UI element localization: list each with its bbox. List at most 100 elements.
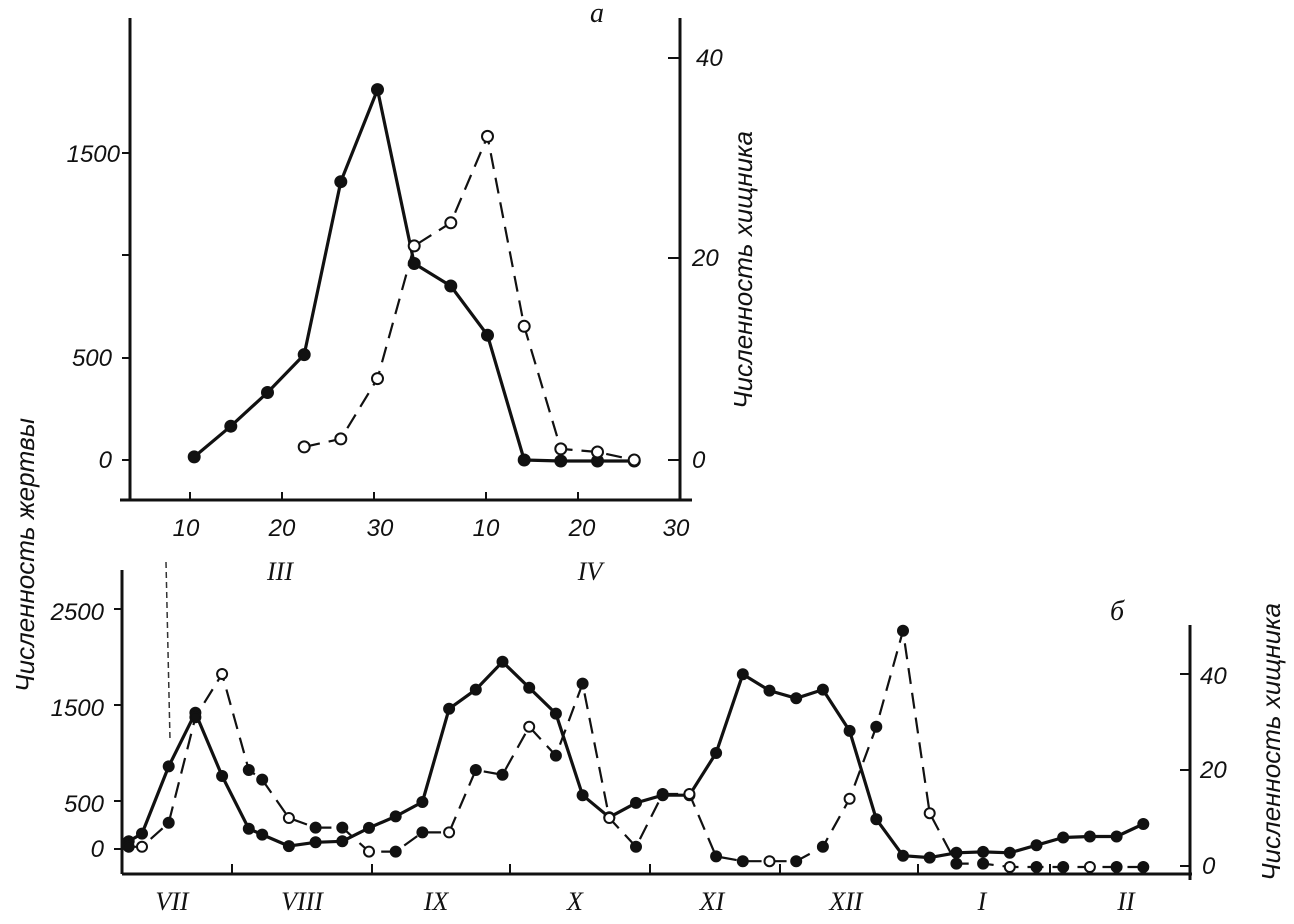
panel-b-predator-point <box>816 840 829 853</box>
panel-b-predator-point <box>242 764 255 776</box>
panel-b-month-label: XI <box>699 887 726 916</box>
panel-b-prey-point <box>496 655 509 668</box>
panel-b-predator-point <box>576 677 589 690</box>
panel-a-prey-point <box>261 386 274 399</box>
panel-a-plot-area <box>187 83 641 468</box>
panel-a-x-tick-label: 30 <box>367 515 394 542</box>
panel-b-predator-point <box>523 720 536 733</box>
panel-b-prey-point <box>950 846 963 859</box>
panel-a-prey-line <box>193 87 635 463</box>
panel-b-prey-point <box>523 681 536 694</box>
panel-b-predator-point <box>549 749 562 762</box>
panel-b-month-label: IX <box>423 887 450 916</box>
panel-b-predator-point <box>1137 861 1150 873</box>
panel-b-right-tick-label: 0 <box>1202 853 1216 880</box>
panel-b-predator-point <box>363 845 375 858</box>
panel-b-prey-point <box>576 789 589 802</box>
panel-b-prey-point <box>710 747 723 759</box>
panel-b-prey-point <box>1110 830 1123 843</box>
panel-b-predator-point <box>683 788 696 800</box>
panel-a-predator-point <box>334 432 348 446</box>
panel-b: б 0 500 1500 2500 0 20 40 <box>50 561 1286 916</box>
panel-b-prey-point <box>443 702 456 715</box>
panel-a-left-tick-label: 0 <box>99 447 113 474</box>
panel-b-prey-point <box>242 822 255 835</box>
panel-a-predator-point <box>407 239 421 253</box>
panel-a-left-tick-label: 500 <box>72 345 113 372</box>
panel-b-label: б <box>1110 596 1125 627</box>
panel-a-predator-point <box>517 319 531 333</box>
panel-a-right-tick-label: 20 <box>691 245 719 272</box>
panel-b-predator-point <box>1110 861 1123 873</box>
panel-b-predator-point <box>790 855 803 868</box>
panel-b-right-axis-title: Численность хищника <box>1256 603 1286 881</box>
panel-a-x-tick-label: 10 <box>173 515 200 542</box>
panel-a-predator-line <box>303 135 635 462</box>
panel-b-predator-point <box>630 840 642 853</box>
panel-a-right-tick-label: 40 <box>696 45 723 72</box>
panel-b-prey-point <box>816 683 829 696</box>
panel-b-month-label: VII <box>155 887 190 916</box>
panel-a-prey-point <box>517 453 531 467</box>
panel-b-prey-point <box>216 770 229 782</box>
panel-a-predator-point <box>297 440 311 454</box>
panel-b-predator-point <box>336 821 349 834</box>
panel-a-prey-point <box>224 419 238 433</box>
panel-b-predator-point <box>923 807 936 820</box>
panel-a: а 0 500 1500 0 20 40 10 20 30 10 20 30 <box>67 0 758 586</box>
panel-b-prey-point <box>843 724 856 737</box>
panel-a-predator-point <box>554 442 568 456</box>
panel-b-predator-point <box>736 855 749 868</box>
panel-b-predator-point <box>122 840 135 853</box>
panel-a-x-tick-label: 30 <box>663 515 690 542</box>
panel-a-right-axis-title: Численность хищника <box>728 131 758 409</box>
panel-b-predator-point <box>1030 861 1043 873</box>
panel-b-prey-point <box>416 796 429 808</box>
panel-b-month-label: XII <box>828 887 864 916</box>
panel-b-predator-point <box>216 668 229 680</box>
panel-a-x-tick-label: 10 <box>473 515 500 542</box>
panel-b-predator-point <box>469 764 482 776</box>
panel-b-predator-point <box>950 857 963 870</box>
panel-b-prey-point <box>363 821 375 834</box>
panel-b-left-tick-label: 1500 <box>51 695 105 722</box>
panel-b-month-label: X <box>566 887 584 916</box>
panel-b-right-tick-label: 40 <box>1200 663 1227 690</box>
panel-a-right-tick-label: 0 <box>692 447 706 474</box>
panel-b-prey-point <box>1003 846 1016 859</box>
panel-b-predator-point <box>1003 861 1016 873</box>
panel-a-predator-point <box>444 216 458 230</box>
panel-b-predator-point <box>496 768 509 781</box>
panel-a-x-tick-label: 20 <box>568 515 596 542</box>
panel-b-predator-point <box>282 812 295 824</box>
panel-b-predator-point <box>309 821 322 834</box>
panel-b-prey-point <box>469 683 482 696</box>
panel-a-month-label: IV <box>577 557 606 586</box>
panel-b-predator-point <box>763 855 776 868</box>
panel-b-predator-point <box>162 816 175 829</box>
panel-b-prey-point <box>1137 818 1150 830</box>
panel-b-right-tick-label: 20 <box>1199 757 1227 784</box>
panel-b-predator-point <box>256 773 269 786</box>
panel-b-month-label: VIII <box>281 887 324 916</box>
panel-b-predator-point <box>897 624 909 637</box>
panel-a-predator-point <box>627 453 641 467</box>
prey-axis-title: Численность жертвы <box>10 418 40 692</box>
panel-b-prey-point <box>256 828 269 841</box>
panel-b-predator-point <box>977 857 990 870</box>
panel-b-month-label: I <box>977 887 988 916</box>
panel-a-predator-point <box>481 129 494 143</box>
panel-b-prey-point <box>309 836 322 849</box>
panel-b-month-label: II <box>1116 887 1136 916</box>
panel-b-predator-point <box>870 720 883 733</box>
panel-b-predator-point <box>1057 861 1070 873</box>
panel-a-prey-point <box>187 450 201 464</box>
panel-b-prey-point <box>630 796 642 809</box>
panel-a-x-ticks <box>189 492 579 500</box>
panel-b-predator-line <box>128 629 1144 869</box>
panel-b-prey-point <box>763 684 776 697</box>
panel-a-prey-point <box>297 348 311 362</box>
panel-b-predator-point <box>656 788 669 800</box>
panel-a-prey-point <box>444 279 458 293</box>
panel-b-left-tick-label: 2500 <box>50 599 105 626</box>
